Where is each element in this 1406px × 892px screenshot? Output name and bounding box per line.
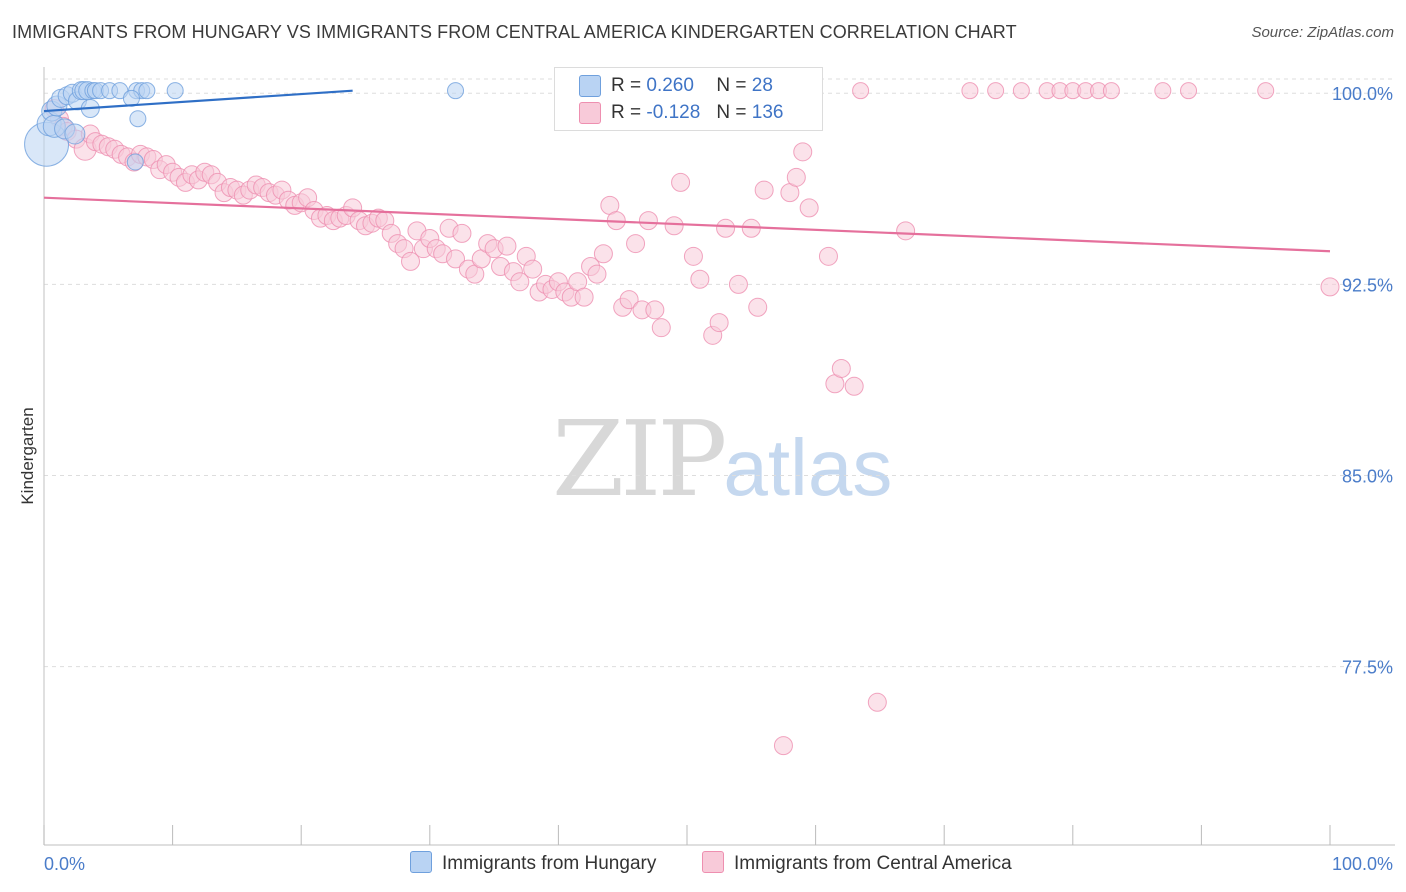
bottom-legend-label-hungary: Immigrants from Hungary [442, 853, 657, 874]
central-america-point [593, 244, 613, 264]
central-america-point [818, 246, 838, 266]
central-america-point [1154, 82, 1172, 100]
central-america-point [1180, 82, 1198, 100]
central-america-point [844, 376, 864, 396]
y-tick-label: 100.0% [1332, 84, 1393, 104]
legend-row-central-america: R = -0.128 N = 136 [579, 102, 783, 126]
source-label: Source: ZipAtlas.com [1251, 24, 1394, 41]
legend-r-value-hungary: 0.260 [646, 75, 694, 97]
bottom-legend-swatch-hungary [410, 851, 432, 873]
central-america-point [638, 211, 658, 231]
central-america-point [896, 221, 916, 241]
central-america-point [619, 290, 639, 310]
legend-swatch-central-america [579, 102, 601, 124]
central-america-point [1257, 82, 1275, 100]
central-america-trendline [43, 196, 1331, 253]
stats-legend: R = 0.260 N = 28 R = -0.128 N = 136 [554, 67, 823, 131]
bottom-legend-central-america: Immigrants from Central America [702, 851, 1012, 875]
y-tick-label: 85.0% [1342, 466, 1393, 486]
central-america-point [799, 198, 819, 218]
legend-n-label: N = [716, 75, 747, 97]
y-tick-label: 92.5% [1342, 275, 1393, 295]
legend-n-value-hungary: 28 [751, 75, 773, 97]
central-america-point [651, 318, 671, 338]
central-america-point [1320, 277, 1340, 297]
central-america-point [987, 82, 1005, 100]
central-america-point [645, 300, 665, 320]
hungary-point [129, 110, 147, 128]
legend-r-value-central-america: -0.128 [646, 102, 701, 124]
central-america-point [671, 172, 691, 192]
bottom-legend-hungary: Immigrants from Hungary [410, 851, 656, 875]
central-america-point [867, 692, 887, 712]
watermark: ZIPatlas [552, 398, 892, 520]
central-america-point [793, 142, 813, 162]
central-america-point [1012, 82, 1030, 100]
central-america-point [574, 287, 594, 307]
central-america-point [401, 251, 421, 271]
central-america-point [716, 218, 736, 238]
central-america-point [773, 736, 793, 756]
watermark-atlas: atlas [723, 423, 893, 512]
central-america-point [728, 274, 748, 294]
central-america-point [709, 313, 729, 333]
hungary-point [138, 82, 156, 100]
central-america-point [754, 180, 774, 200]
central-america-point [831, 358, 851, 378]
hungary-trendline [43, 89, 353, 113]
legend-r-label: R = [611, 75, 642, 97]
bottom-legend-label-central-america: Immigrants from Central America [734, 853, 1012, 874]
hungary-point [166, 82, 184, 100]
legend-r-label: R = [611, 102, 642, 124]
central-america-point [690, 269, 710, 289]
central-america-point [683, 246, 703, 266]
central-america-point [786, 167, 806, 187]
legend-row-hungary: R = 0.260 N = 28 [579, 75, 773, 99]
watermark-zip: ZIP [552, 398, 727, 520]
central-america-point [852, 82, 870, 100]
central-america-point [626, 234, 646, 254]
central-america-point [497, 236, 517, 256]
central-america-point [1102, 82, 1120, 100]
central-america-point [748, 297, 768, 317]
y-tick-label: 77.5% [1342, 658, 1393, 678]
central-america-point [452, 223, 472, 243]
hungary-point [447, 82, 465, 100]
legend-n-label: N = [716, 102, 747, 124]
central-america-point [664, 216, 684, 236]
legend-swatch-hungary [579, 75, 601, 97]
central-america-point [510, 272, 530, 292]
x-tick-label-max: 100.0% [1332, 854, 1393, 874]
bottom-legend-swatch-central-america [702, 851, 724, 873]
central-america-point [961, 82, 979, 100]
legend-n-value-central-america: 136 [751, 102, 784, 124]
central-america-point [523, 259, 543, 279]
hungary-point [126, 153, 144, 171]
x-tick-label-min: 0.0% [44, 854, 85, 874]
central-america-point [446, 249, 466, 269]
chart-title: IMMIGRANTS FROM HUNGARY VS IMMIGRANTS FR… [12, 22, 1017, 42]
central-america-point [587, 264, 607, 284]
hungary-point [64, 123, 86, 145]
